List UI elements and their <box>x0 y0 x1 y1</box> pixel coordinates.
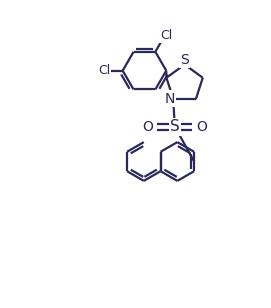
Text: O: O <box>196 120 208 134</box>
Text: S: S <box>170 120 180 135</box>
Text: Cl: Cl <box>160 30 172 43</box>
Text: S: S <box>180 53 189 67</box>
Text: O: O <box>142 120 153 134</box>
Text: Cl: Cl <box>98 64 110 77</box>
Text: N: N <box>165 91 175 106</box>
